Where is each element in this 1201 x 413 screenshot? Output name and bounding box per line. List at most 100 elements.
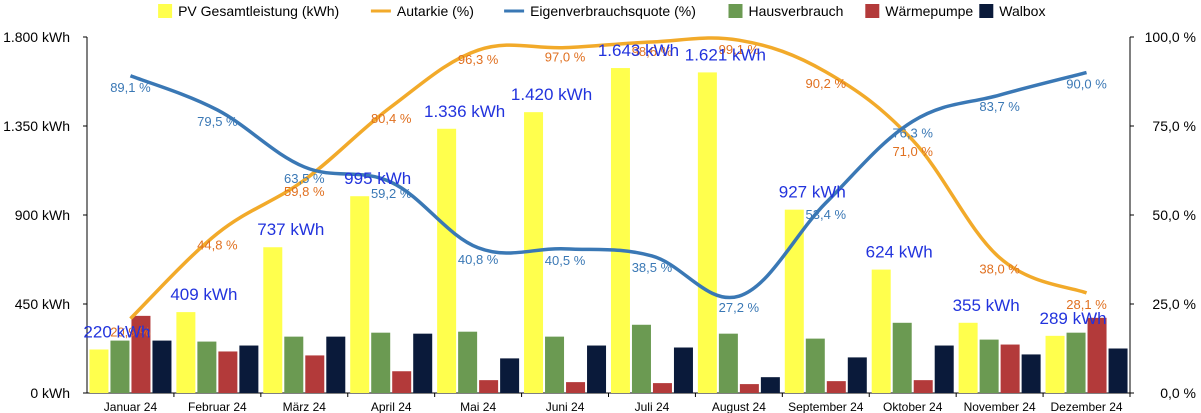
autarkie-label: 90,2 % [806,76,847,91]
lines [129,36,1088,320]
bar-walbox [1021,354,1041,393]
bar-wärmepumpe [392,371,412,393]
eigenverbrauch-label: 38,5 % [632,260,673,275]
bar-pv-gesamtleistung-kwh [524,112,544,394]
x-tick-label: Oktober 24 [883,400,943,413]
autarkie-label: 96,3 % [458,52,499,67]
eigenverbrauch-label: 76,3 % [892,125,933,140]
bar-hausverbrauch [892,322,912,393]
legend-item-wärmepumpe: Wärmepumpe [865,3,973,19]
bar-walbox [152,340,172,393]
x-tick-label: Dezember 24 [1051,400,1123,413]
pv-value-label: 624 kWh [866,243,933,262]
bar-hausverbrauch [545,336,565,393]
legend-label-pv-gesamtleistung-kwh: PV Gesamtleistung (kWh) [178,3,339,19]
bar-walbox [326,336,346,393]
legend-label-eigenverbrauchsquote: Eigenverbrauchsquote (%) [530,3,696,19]
eigenverbrauch-label: 27,2 % [719,300,760,315]
bar-wärmepumpe [652,383,672,393]
bar-pv-gesamtleistung-kwh [437,128,457,393]
axes: 0 kWh 450 kWh 900 kWh 1.350 kWh 1.800 kWh 0,0… [3,29,1196,413]
pv-value-label: 1.643 kWh [598,41,679,60]
pv-value-label: 289 kWh [1039,309,1106,328]
bar-hausverbrauch [631,324,651,393]
autarkie-label: 99,1 % [719,42,760,57]
bar-hausverbrauch [1066,332,1086,393]
bar-walbox [587,345,607,393]
autarkie-label: 28,1 % [1066,297,1107,312]
bar-wärmepumpe [131,315,151,393]
y-left-tick-label: 1.800 kWh [3,29,70,45]
x-tick-label: September 24 [788,400,864,413]
eigenverbrauch-label: 59,2 % [371,186,412,201]
bar-pv-gesamtleistung-kwh [697,72,717,393]
bars [89,68,1128,394]
legend-label-autarkie: Autarkie (%) [397,3,474,19]
pv-value-label: 409 kWh [170,285,237,304]
pv-value-label: 737 kWh [257,220,324,239]
x-tick-label: Mai 24 [460,400,496,413]
bar-pv-gesamtleistung-kwh [958,322,978,393]
legend-item-eigenverbrauchsquote: Eigenverbrauchsquote (%) [504,3,696,19]
bar-wärmepumpe [739,384,759,393]
bar-wärmepumpe [218,351,238,393]
eigenverbrauch-label: 63,5 % [284,171,325,186]
bar-walbox [673,347,693,393]
bar-pv-gesamtleistung-kwh [871,269,891,393]
eigenverbrauch-label: 40,8 % [458,252,499,267]
bar-hausverbrauch [110,340,130,393]
legend-swatch-walbox [979,4,994,18]
x-tick-label: April 24 [371,400,412,413]
y-right-tick-label: 100,0 % [1145,29,1196,45]
bar-walbox [500,358,520,393]
y-right-tick-label: 25,0 % [1152,296,1196,312]
data-labels: 20,9 % 44,8 % 59,8 % 80,4 % 96,3 % 97,0 % 98,6… [83,41,1107,341]
bar-hausverbrauch [979,339,999,393]
bar-wärmepumpe [913,380,933,393]
legend-item-walbox: Walbox [979,3,1045,19]
bar-pv-gesamtleistung-kwh [610,68,630,393]
x-tick-label: August 24 [712,400,766,413]
autarkie-label: 80,4 % [371,111,412,126]
pv-value-label: 355 kWh [953,296,1020,315]
bar-hausverbrauch [458,331,478,393]
autarkie-label: 97,0 % [545,50,586,65]
bar-walbox [413,333,433,393]
bar-wärmepumpe [1087,317,1107,393]
legend-swatch-hausverbrauch [728,4,743,18]
bar-walbox [239,345,259,393]
pv-value-label: 220 kWh [83,322,150,341]
y-left-tick-label: 450 kWh [15,296,70,312]
legend: PV Gesamtleistung (kWh) Autarkie (%) Eigen… [158,3,1045,19]
eigenverbrauch-label: 90,0 % [1066,77,1107,92]
eigenverbrauch-label: 40,5 % [545,253,586,268]
pv-value-label: 995 kWh [344,169,411,188]
bar-wärmepumpe [826,381,846,393]
bar-pv-gesamtleistung-kwh [1045,335,1065,393]
eigenverbrauch-label: 53,4 % [806,207,847,222]
x-tick-label: Juli 24 [635,400,670,413]
autarkie-label: 44,8 % [197,238,238,253]
legend-item-pv-gesamtleistung-kwh: PV Gesamtleistung (kWh) [158,3,339,19]
bar-hausverbrauch [805,338,825,393]
bar-hausverbrauch [718,333,738,393]
y-left-tick-label: 900 kWh [15,207,70,223]
bar-pv-gesamtleistung-kwh [350,196,370,393]
autarkie-label: 59,8 % [284,184,325,199]
pv-value-label: 1.420 kWh [511,85,592,104]
pv-value-label: 1.621 kWh [685,45,766,64]
pv-value-label: 927 kWh [779,183,846,202]
legend-item-autarkie: Autarkie (%) [370,3,474,19]
legend-swatch-pv-gesamtleistung-kwh [158,4,173,18]
eigenverbrauch-label: 79,5 % [197,114,238,129]
eigenverbrauch-label: 89,1 % [110,80,151,95]
bar-pv-gesamtleistung-kwh [263,247,283,393]
line-eigenverbrauchsquote [129,70,1087,300]
x-tick-label: Januar 24 [104,400,158,413]
bar-hausverbrauch [197,341,217,393]
legend-label-walbox: Walbox [999,3,1045,19]
legend-item-hausverbrauch: Hausverbrauch [728,3,843,19]
bar-hausverbrauch [284,336,304,393]
bar-walbox [1108,348,1128,393]
